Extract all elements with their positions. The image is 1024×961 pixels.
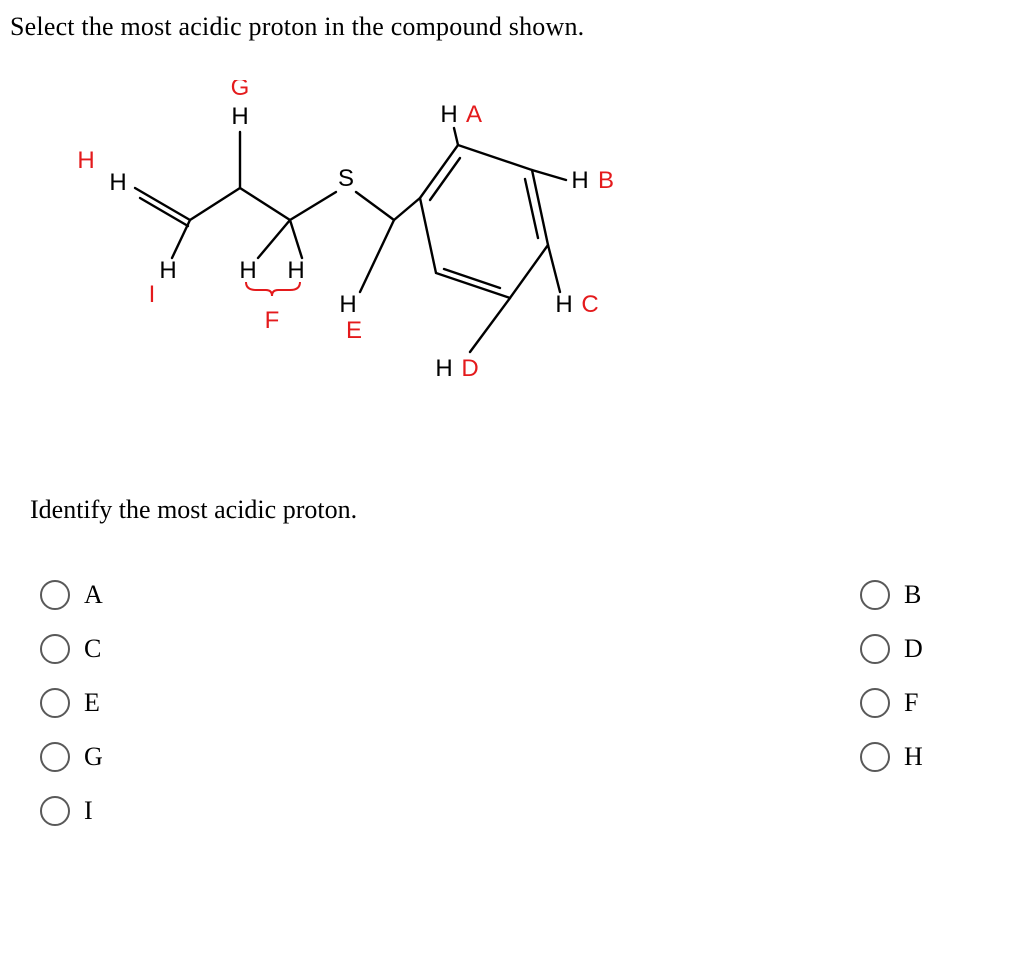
label-gh: H — [231, 103, 248, 130]
label-a: A — [466, 101, 482, 128]
option-label-a: A — [84, 580, 103, 610]
label-ah: H — [440, 101, 457, 128]
label-h-topred: H — [77, 147, 94, 174]
label-i: I — [149, 281, 156, 308]
label-hc-h: H — [555, 291, 572, 318]
options-group: A B C D E F G H — [40, 580, 1000, 850]
option-label-g: G — [84, 742, 103, 772]
label-e: E — [346, 317, 362, 344]
label-s: S — [338, 165, 354, 192]
radio-g[interactable] — [40, 742, 70, 772]
radio-c[interactable] — [40, 634, 70, 664]
label-f-h2: H — [287, 257, 304, 284]
label-i-h: H — [159, 257, 176, 284]
option-label-i: I — [84, 796, 93, 826]
option-label-b: B — [904, 580, 921, 610]
radio-d[interactable] — [860, 634, 890, 664]
radio-f[interactable] — [860, 688, 890, 718]
radio-i[interactable] — [40, 796, 70, 826]
option-label-c: C — [84, 634, 101, 664]
chemistry-diagram: G H H A H H S H B H I H H F H E H C H D — [50, 80, 690, 400]
option-label-h: H — [904, 742, 923, 772]
question-text: Select the most acidic proton in the com… — [10, 12, 584, 42]
label-g: G — [231, 80, 250, 101]
label-hc-c: C — [581, 291, 598, 318]
label-f-h1: H — [239, 257, 256, 284]
label-hb-h: H — [571, 167, 588, 194]
radio-b[interactable] — [860, 580, 890, 610]
option-label-d: D — [904, 634, 923, 664]
label-hd-h: H — [435, 355, 452, 382]
radio-h[interactable] — [860, 742, 890, 772]
label-hd-d: D — [461, 355, 478, 382]
label-h-below: H — [109, 169, 126, 196]
sub-question: Identify the most acidic proton. — [30, 495, 357, 525]
option-label-f: F — [904, 688, 918, 718]
label-f: F — [265, 307, 280, 334]
label-hb-b: B — [598, 167, 614, 194]
radio-a[interactable] — [40, 580, 70, 610]
label-e-h: H — [339, 291, 356, 318]
option-label-e: E — [84, 688, 100, 718]
radio-e[interactable] — [40, 688, 70, 718]
